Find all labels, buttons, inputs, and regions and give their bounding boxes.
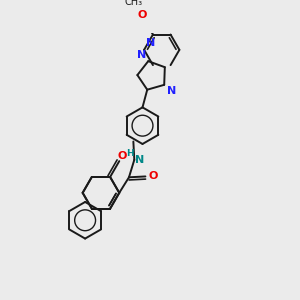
Text: H: H [126,149,134,158]
Text: O: O [118,151,127,161]
Text: O: O [148,171,158,181]
Text: N: N [135,155,144,165]
Text: N: N [167,86,176,96]
Text: CH₃: CH₃ [125,0,143,7]
Text: N: N [137,50,147,60]
Text: O: O [137,10,146,20]
Text: N: N [146,38,155,48]
